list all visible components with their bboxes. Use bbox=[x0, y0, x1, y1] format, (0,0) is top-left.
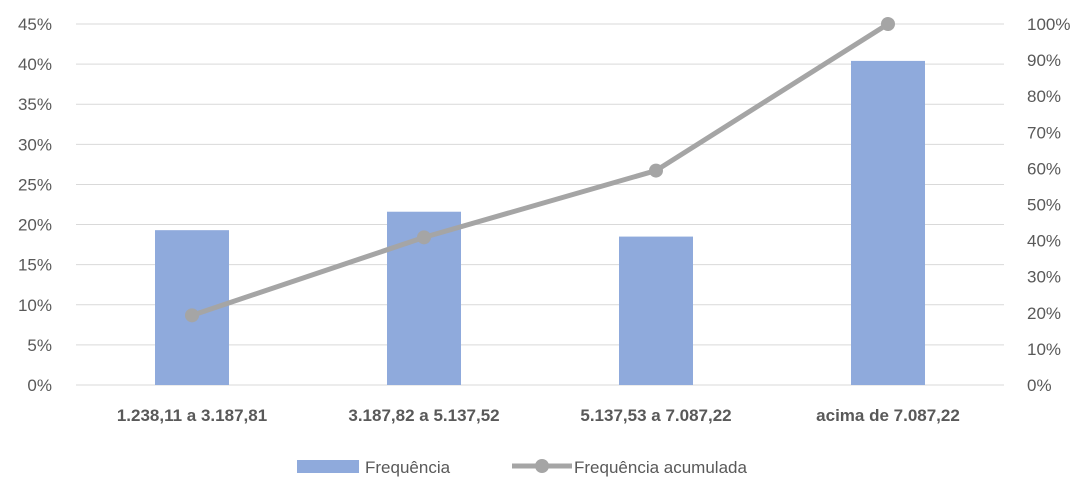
left-tick-label: 20% bbox=[18, 216, 52, 235]
category-labels: 1.238,11 a 3.187,81 3.187,82 a 5.137,52 5.… bbox=[117, 406, 960, 425]
left-tick-label: 30% bbox=[18, 135, 52, 154]
right-tick-label: 80% bbox=[1027, 87, 1061, 106]
point-frequencia-acumulada bbox=[649, 163, 663, 178]
left-tick-label: 15% bbox=[18, 256, 52, 275]
right-tick-label: 50% bbox=[1027, 196, 1061, 215]
left-tick-label: 25% bbox=[18, 175, 52, 194]
right-tick-label: 30% bbox=[1027, 268, 1061, 287]
right-tick-label: 70% bbox=[1027, 123, 1061, 142]
right-tick-label: 0% bbox=[1027, 376, 1052, 395]
right-tick-label: 10% bbox=[1027, 340, 1061, 359]
line-frequencia-acumulada bbox=[189, 21, 891, 318]
legend-marker-frequencia-acumulada bbox=[535, 459, 549, 473]
left-tick-label: 0% bbox=[27, 376, 52, 395]
right-tick-label: 40% bbox=[1027, 232, 1061, 251]
bar-frequencia bbox=[851, 60, 925, 385]
legend: Frequência Frequência acumulada bbox=[297, 458, 747, 477]
legend-swatch-frequencia bbox=[297, 460, 359, 473]
right-tick-label: 90% bbox=[1027, 51, 1061, 70]
category-label: acima de 7.087,22 bbox=[816, 406, 960, 425]
left-tick-label: 35% bbox=[18, 95, 52, 114]
bar-frequencia bbox=[619, 236, 693, 385]
left-tick-label: 45% bbox=[18, 15, 52, 34]
frequency-bars bbox=[155, 60, 925, 385]
right-tick-label: 60% bbox=[1027, 159, 1061, 178]
left-axis-ticks: 0% 5% 10% 15% 20% 25% 30% 35% 40% 45% bbox=[18, 15, 52, 395]
point-frequencia-acumulada bbox=[417, 230, 431, 245]
category-label: 3.187,82 a 5.137,52 bbox=[348, 406, 499, 425]
category-label: 5.137,53 a 7.087,22 bbox=[580, 406, 731, 425]
legend-label-frequencia: Frequência bbox=[365, 458, 451, 477]
cumulative-line bbox=[185, 17, 895, 323]
legend-label-frequencia-acumulada: Frequência acumulada bbox=[574, 458, 747, 477]
left-tick-label: 5% bbox=[27, 336, 52, 355]
left-tick-label: 40% bbox=[18, 55, 52, 74]
category-label: 1.238,11 a 3.187,81 bbox=[117, 406, 267, 425]
left-tick-label: 10% bbox=[18, 296, 52, 315]
point-frequencia-acumulada bbox=[185, 308, 199, 323]
right-axis-ticks: 0% 10% 20% 30% 40% 50% 60% 70% 80% 90% 100% bbox=[1027, 15, 1070, 395]
right-tick-label: 20% bbox=[1027, 304, 1061, 323]
right-tick-label: 100% bbox=[1027, 15, 1070, 34]
point-frequencia-acumulada bbox=[881, 17, 895, 31]
